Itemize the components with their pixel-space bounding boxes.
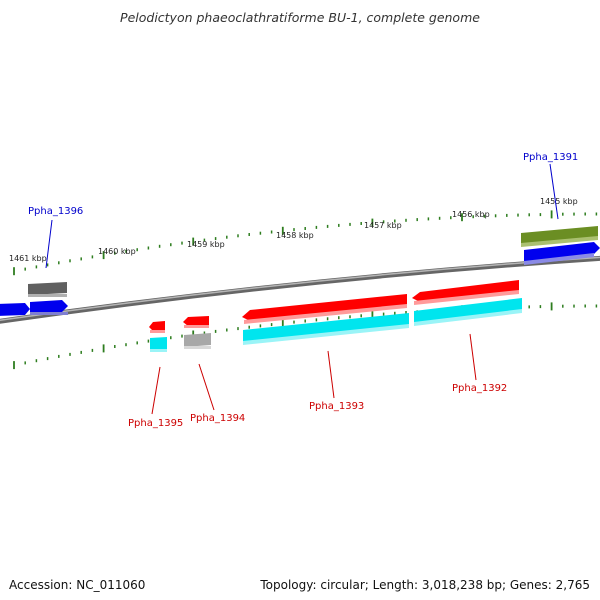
feature-ppha-1394-cds[interactable] xyxy=(183,316,209,326)
kbp-label: 1458 kbp xyxy=(276,231,314,240)
feature-ppha-1395-cds[interactable] xyxy=(149,321,165,331)
kbp-label: 1457 kbp xyxy=(364,221,402,230)
feature-shadow xyxy=(244,304,407,324)
gene-label-ppha-1392[interactable]: Ppha_1392 xyxy=(452,383,507,394)
feature-ppha-1392-gene[interactable] xyxy=(414,298,522,323)
reverse-features xyxy=(149,280,522,352)
feature-arrow-blue[interactable] xyxy=(524,242,600,262)
feature-shadow xyxy=(524,253,594,265)
gene-label-ppha-1391[interactable]: Ppha_1391 xyxy=(523,152,578,163)
feature-shadow xyxy=(414,290,519,305)
leader-line-ppha-1393 xyxy=(327,350,335,399)
map-title: Pelodictyon phaeoclathratiforme BU-1, co… xyxy=(120,10,480,25)
feature-shadow xyxy=(243,324,409,345)
genome-backbone-highlight xyxy=(0,256,600,322)
feature-shadow xyxy=(184,325,209,328)
feature-shadow xyxy=(150,330,165,333)
feature-ppha-1393-cds[interactable] xyxy=(242,294,407,321)
genome-backbone xyxy=(0,255,600,324)
gene-label-ppha-1395[interactable]: Ppha_1395 xyxy=(128,418,183,429)
feature-shadow xyxy=(184,346,211,349)
feature-shadow xyxy=(28,294,67,297)
feature-arrow-blue[interactable] xyxy=(0,303,30,316)
leader-line-ppha-1394 xyxy=(198,363,215,411)
kbp-label: 1461 kbp xyxy=(9,254,47,263)
outer-tick-ring xyxy=(13,210,598,276)
leader-line-ppha-1396 xyxy=(45,219,53,269)
feature-ppha-1391[interactable] xyxy=(521,226,598,244)
gene-label-ppha-1393[interactable]: Ppha_1393 xyxy=(309,401,364,412)
feature-shadow xyxy=(30,312,68,315)
feature-shadow xyxy=(521,236,598,247)
feature-shadow xyxy=(414,309,522,326)
gene-label-ppha-1394[interactable]: Ppha_1394 xyxy=(190,413,245,424)
leader-line-ppha-1392 xyxy=(469,333,477,381)
feature-shadow xyxy=(150,349,167,352)
leader-line-ppha-1391 xyxy=(549,163,559,220)
forward-features xyxy=(0,226,600,316)
feature-ppha-1394-pseudo[interactable] xyxy=(184,333,211,347)
kbp-label: 1459 kbp xyxy=(187,240,225,249)
genome-summary-text: Topology: circular; Length: 3,018,238 bp… xyxy=(260,578,590,592)
feature-ppha-1392-cds[interactable] xyxy=(412,280,519,302)
feature-ppha-1396[interactable] xyxy=(28,282,67,295)
feature-arrow-blue[interactable] xyxy=(30,300,68,314)
kbp-label: 1456 kbp xyxy=(452,210,490,219)
accession-text: Accession: NC_011060 xyxy=(9,578,146,592)
kbp-label: 1455 kbp xyxy=(540,197,578,206)
gene-label-ppha-1396[interactable]: Ppha_1396 xyxy=(28,206,83,217)
leader-line-ppha-1395 xyxy=(151,366,161,415)
feature-ppha-1393-gene[interactable] xyxy=(243,313,409,342)
feature-ppha-1395-gene[interactable] xyxy=(150,337,167,350)
kbp-label: 1460 kbp xyxy=(98,247,136,256)
